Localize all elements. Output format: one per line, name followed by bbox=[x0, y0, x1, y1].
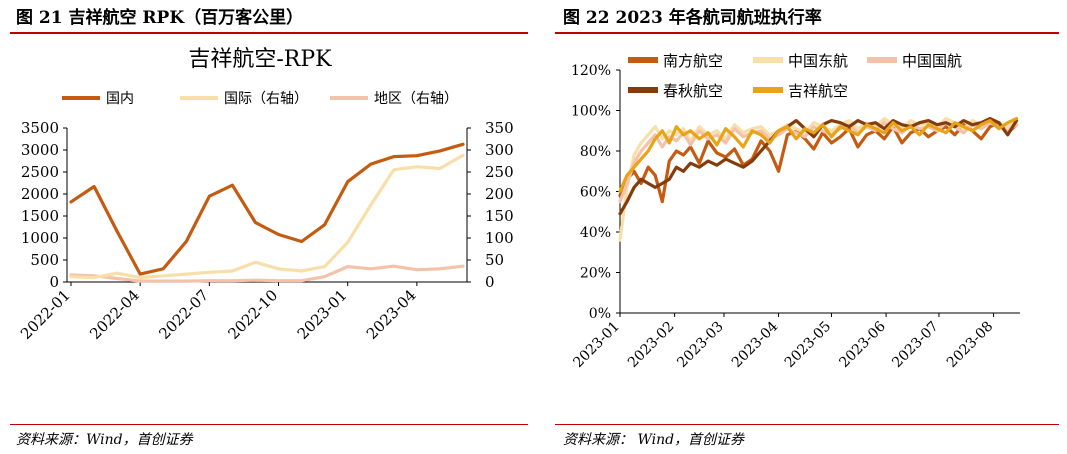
chart-title: 吉祥航空-RPK bbox=[188, 47, 332, 72]
y-tick-label: 20% bbox=[580, 266, 611, 282]
series-line-2 bbox=[69, 264, 465, 283]
series-line-4 bbox=[618, 116, 1019, 194]
legend2-label-2: 中国国航 bbox=[902, 52, 962, 70]
figure-22-title: 图 22 2023 年各航司航班执行率 bbox=[563, 8, 822, 28]
figure-22-top-rule bbox=[555, 32, 1059, 34]
y-right-tick-label: 350 bbox=[485, 119, 514, 137]
series-line-0 bbox=[618, 121, 1019, 204]
y-right-tick-label: 50 bbox=[485, 251, 504, 269]
x-tick-label: 2022-04 bbox=[86, 286, 143, 343]
x-tick-label: 2022-10 bbox=[225, 286, 282, 343]
figure-21-source: 资料来源：Wind，首创证券 bbox=[16, 432, 193, 448]
figure-22-bottom-rule bbox=[555, 424, 1059, 425]
y-right-tick-label: 150 bbox=[485, 207, 514, 225]
y-right-tick-label: 200 bbox=[485, 185, 514, 203]
x-tick-label: 2022-07 bbox=[155, 286, 212, 343]
y-right-tick-label: 250 bbox=[485, 163, 514, 181]
legend2-label-3: 春秋航空 bbox=[663, 82, 723, 100]
y-tick-label: 80% bbox=[580, 144, 611, 160]
x-tick-label: 2022-01 bbox=[17, 286, 74, 343]
y-tick-label: 0% bbox=[589, 306, 611, 322]
x-tick-label: 2023-04 bbox=[729, 318, 782, 371]
y-left-tick-label: 3500 bbox=[21, 119, 59, 137]
series-line-3 bbox=[618, 116, 1019, 216]
x-tick-label: 2023-01 bbox=[294, 286, 351, 343]
y-left-tick-label: 3000 bbox=[21, 141, 59, 159]
x-tick-label: 2023-08 bbox=[944, 319, 996, 371]
legend2-label-0: 南方航空 bbox=[663, 52, 723, 70]
legend2-label-4: 吉祥航空 bbox=[788, 82, 848, 100]
y-right-tick-label: 300 bbox=[485, 141, 514, 159]
series-line-1 bbox=[618, 116, 1019, 242]
x-tick-label: 2023-06 bbox=[836, 318, 889, 371]
y-tick-label: 120% bbox=[571, 63, 611, 79]
x-tick-label: 2023-05 bbox=[782, 319, 834, 371]
x-tick-label: 2023-03 bbox=[674, 319, 726, 371]
legend2-label-1: 中国东航 bbox=[788, 52, 848, 70]
y-left-tick-label: 1500 bbox=[21, 207, 59, 225]
y-left-tick-label: 2000 bbox=[21, 185, 59, 203]
y-left-tick-label: 1000 bbox=[21, 229, 59, 247]
y-right-tick-label: 0 bbox=[485, 273, 495, 291]
figure-21-top-rule bbox=[10, 32, 528, 34]
series-line-0 bbox=[69, 142, 465, 276]
figure-21-bottom-rule bbox=[10, 424, 528, 425]
x-tick-label: 2023-04 bbox=[363, 286, 420, 343]
x-tick-label: 2023-07 bbox=[889, 319, 941, 371]
legend-label-0: 国内 bbox=[106, 91, 134, 107]
figure-22-source: 资料来源： Wind，首创证券 bbox=[563, 432, 745, 448]
x-tick-label: 2023-02 bbox=[625, 319, 677, 371]
y-left-tick-label: 2500 bbox=[21, 163, 59, 181]
y-tick-label: 60% bbox=[580, 185, 611, 201]
y-right-tick-label: 100 bbox=[485, 229, 514, 247]
y-left-tick-label: 500 bbox=[30, 251, 59, 269]
legend-label-1: 国际（右轴） bbox=[224, 91, 308, 107]
y-left-tick-label: 0 bbox=[49, 273, 59, 291]
y-tick-label: 40% bbox=[580, 225, 611, 241]
legend-label-2: 地区（右轴） bbox=[374, 91, 458, 107]
series-line-1 bbox=[69, 153, 465, 280]
x-tick-label: 2023-01 bbox=[570, 319, 622, 371]
figure-21-title: 图 21 吉祥航空 RPK（百万客公里） bbox=[16, 8, 304, 28]
y-tick-label: 100% bbox=[571, 104, 611, 120]
